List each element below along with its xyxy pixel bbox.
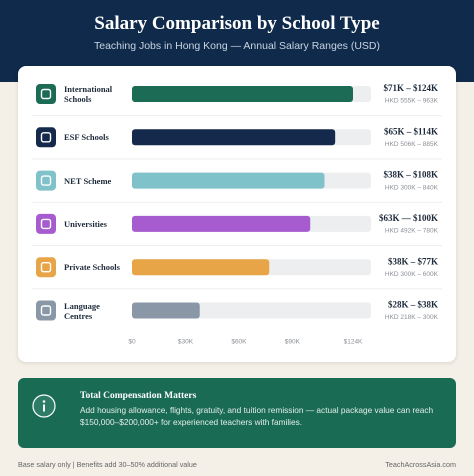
secondary-label: HKD 492K – 780K — [385, 228, 439, 235]
secondary-label: HKD 506K – 885K — [385, 141, 439, 148]
bar — [132, 86, 353, 102]
bar — [132, 259, 270, 276]
secondary-label: HKD 300K – 840K — [385, 184, 439, 191]
x-tick-label: $60K — [231, 339, 247, 346]
icon — [36, 213, 56, 234]
x-tick-label: $0 — [128, 339, 136, 346]
callout-title: Total Compensation Matters — [80, 391, 197, 401]
icon-glyph — [40, 175, 52, 186]
icon — [36, 127, 56, 148]
subtitle: Teaching Jobs in Hong Kong — Annual Sala… — [94, 40, 380, 52]
icon — [36, 84, 56, 104]
icon — [36, 257, 56, 278]
x-tick-label: $30K — [178, 339, 194, 346]
info-icon — [32, 394, 56, 418]
value-label: $38K – $77K — [388, 256, 438, 266]
title: Salary Comparison by School Type — [94, 13, 380, 34]
chart: $71K – $124K HKD 555K – 963K $65K – $114K H… — [32, 83, 442, 346]
value-label: $28K – $38K — [388, 300, 438, 310]
value-label: $71K – $124K — [383, 83, 438, 93]
icon-glyph — [40, 88, 52, 100]
callout: Total Compensation Matters Add housing a… — [18, 378, 456, 448]
bar — [132, 172, 325, 189]
callout-body: Add housing allowance, flights, gratuity… — [80, 405, 434, 427]
bar — [132, 215, 311, 232]
x-tick-label: $124K — [344, 339, 363, 346]
category-label: ESF Schools — [64, 132, 109, 143]
secondary-label: HKD 218K – 300K — [385, 314, 439, 321]
icon — [36, 170, 56, 191]
icon — [36, 300, 56, 321]
icon-glyph — [40, 218, 52, 230]
category-label: NET Scheme — [64, 175, 112, 186]
secondary-label: HKD 555K – 963K — [385, 98, 439, 105]
bar — [132, 302, 200, 319]
footer-site: TeachAcrossAsia.com — [385, 460, 456, 469]
icon-glyph — [40, 305, 52, 316]
chart-card: $71K – $124K HKD 555K – 963K $65K – $114K H… — [18, 66, 456, 362]
category-label: Universities — [64, 218, 107, 229]
x-tick-label: $90K — [285, 339, 301, 346]
icon-glyph — [40, 132, 52, 143]
category-label: Private Schools — [64, 262, 120, 273]
bar — [132, 129, 336, 146]
category-label: Language Centres — [64, 300, 100, 321]
footer-note: Base salary only | Benefits add 30–50% a… — [18, 460, 197, 469]
icon-glyph — [40, 261, 52, 273]
value-label: $65K – $114K — [384, 126, 438, 136]
value-label: $38K – $108K — [383, 170, 438, 180]
value-label: $63K — $100K — [379, 213, 438, 223]
category-label: International Schools — [64, 84, 113, 104]
secondary-label: HKD 300K – 600K — [385, 271, 439, 278]
